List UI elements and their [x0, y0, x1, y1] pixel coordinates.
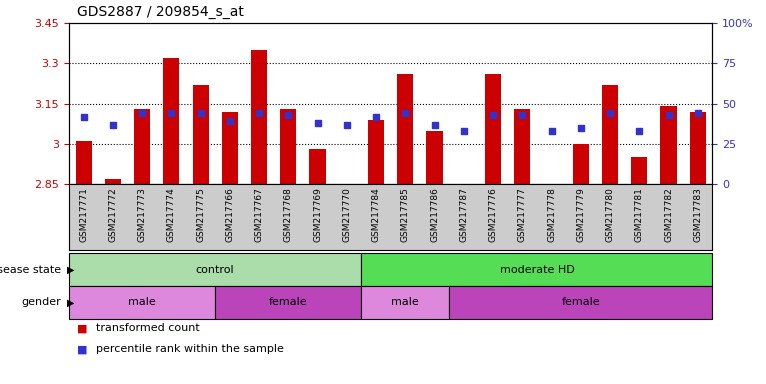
Text: disease state: disease state — [0, 265, 61, 275]
Point — [457, 128, 470, 134]
Point — [604, 110, 616, 116]
Bar — [398, 74, 414, 184]
Bar — [544, 184, 560, 230]
Bar — [573, 144, 589, 184]
Point — [516, 112, 529, 118]
Bar — [368, 120, 384, 184]
Point — [487, 112, 499, 118]
Bar — [309, 149, 326, 184]
Point — [253, 110, 265, 116]
Text: gender: gender — [21, 297, 61, 308]
Text: GSM217777: GSM217777 — [518, 188, 527, 242]
Text: GSM217772: GSM217772 — [108, 188, 117, 242]
Text: male: male — [128, 297, 156, 308]
Bar — [660, 106, 676, 184]
Text: ■: ■ — [77, 344, 87, 354]
Bar — [215, 286, 362, 319]
Bar — [427, 131, 443, 184]
Text: ■: ■ — [77, 323, 87, 333]
Point — [692, 110, 704, 116]
Text: GSM217771: GSM217771 — [79, 188, 88, 242]
Point — [370, 114, 382, 120]
Bar — [339, 184, 355, 230]
Text: GSM217776: GSM217776 — [489, 188, 498, 242]
Bar — [69, 286, 215, 319]
Text: GSM217783: GSM217783 — [693, 188, 702, 242]
Point — [136, 110, 148, 116]
Bar — [163, 58, 179, 184]
Point — [77, 114, 90, 120]
Text: male: male — [391, 297, 419, 308]
Text: GSM217770: GSM217770 — [342, 188, 352, 242]
Point — [574, 125, 587, 131]
Text: GSM217768: GSM217768 — [283, 188, 293, 242]
Text: ▶: ▶ — [67, 265, 75, 275]
Text: GSM217785: GSM217785 — [401, 188, 410, 242]
Text: GSM217778: GSM217778 — [547, 188, 556, 242]
Point — [224, 118, 236, 124]
Bar — [76, 141, 92, 184]
Bar — [134, 109, 150, 184]
Point — [428, 122, 440, 128]
Point — [106, 122, 119, 128]
Point — [282, 112, 294, 118]
Text: GSM217769: GSM217769 — [313, 188, 322, 242]
Text: percentile rank within the sample: percentile rank within the sample — [96, 344, 283, 354]
Text: GSM217782: GSM217782 — [664, 188, 673, 242]
Bar — [514, 109, 530, 184]
Bar — [485, 74, 501, 184]
Point — [399, 110, 411, 116]
Point — [663, 112, 675, 118]
Bar — [456, 184, 472, 233]
Text: GSM217781: GSM217781 — [635, 188, 643, 242]
Point — [633, 128, 646, 134]
Bar — [362, 286, 449, 319]
Bar — [689, 112, 705, 184]
Bar — [251, 50, 267, 184]
Bar — [105, 179, 121, 184]
Bar — [631, 157, 647, 184]
Text: moderate HD: moderate HD — [499, 265, 574, 275]
Point — [312, 120, 324, 126]
Text: GSM217780: GSM217780 — [605, 188, 614, 242]
Point — [341, 122, 353, 128]
Point — [165, 110, 178, 116]
Point — [195, 110, 207, 116]
Text: GSM217779: GSM217779 — [576, 188, 585, 242]
Bar — [449, 286, 712, 319]
Text: GDS2887 / 209854_s_at: GDS2887 / 209854_s_at — [77, 5, 244, 19]
Bar — [280, 109, 296, 184]
Text: GSM217767: GSM217767 — [254, 188, 264, 242]
Text: transformed count: transformed count — [96, 323, 199, 333]
Bar — [362, 253, 712, 286]
Bar — [69, 253, 362, 286]
Text: control: control — [196, 265, 234, 275]
Text: GSM217774: GSM217774 — [167, 188, 176, 242]
Text: ▶: ▶ — [67, 297, 75, 308]
Bar — [602, 85, 618, 184]
Text: GSM217784: GSM217784 — [372, 188, 381, 242]
Text: GSM217775: GSM217775 — [196, 188, 205, 242]
Text: GSM217766: GSM217766 — [225, 188, 234, 242]
Text: GSM217787: GSM217787 — [460, 188, 468, 242]
Bar — [222, 112, 237, 184]
Point — [545, 128, 558, 134]
Text: GSM217773: GSM217773 — [138, 188, 146, 242]
Text: female: female — [561, 297, 600, 308]
Bar — [192, 85, 208, 184]
Text: GSM217786: GSM217786 — [430, 188, 439, 242]
Text: female: female — [269, 297, 308, 308]
